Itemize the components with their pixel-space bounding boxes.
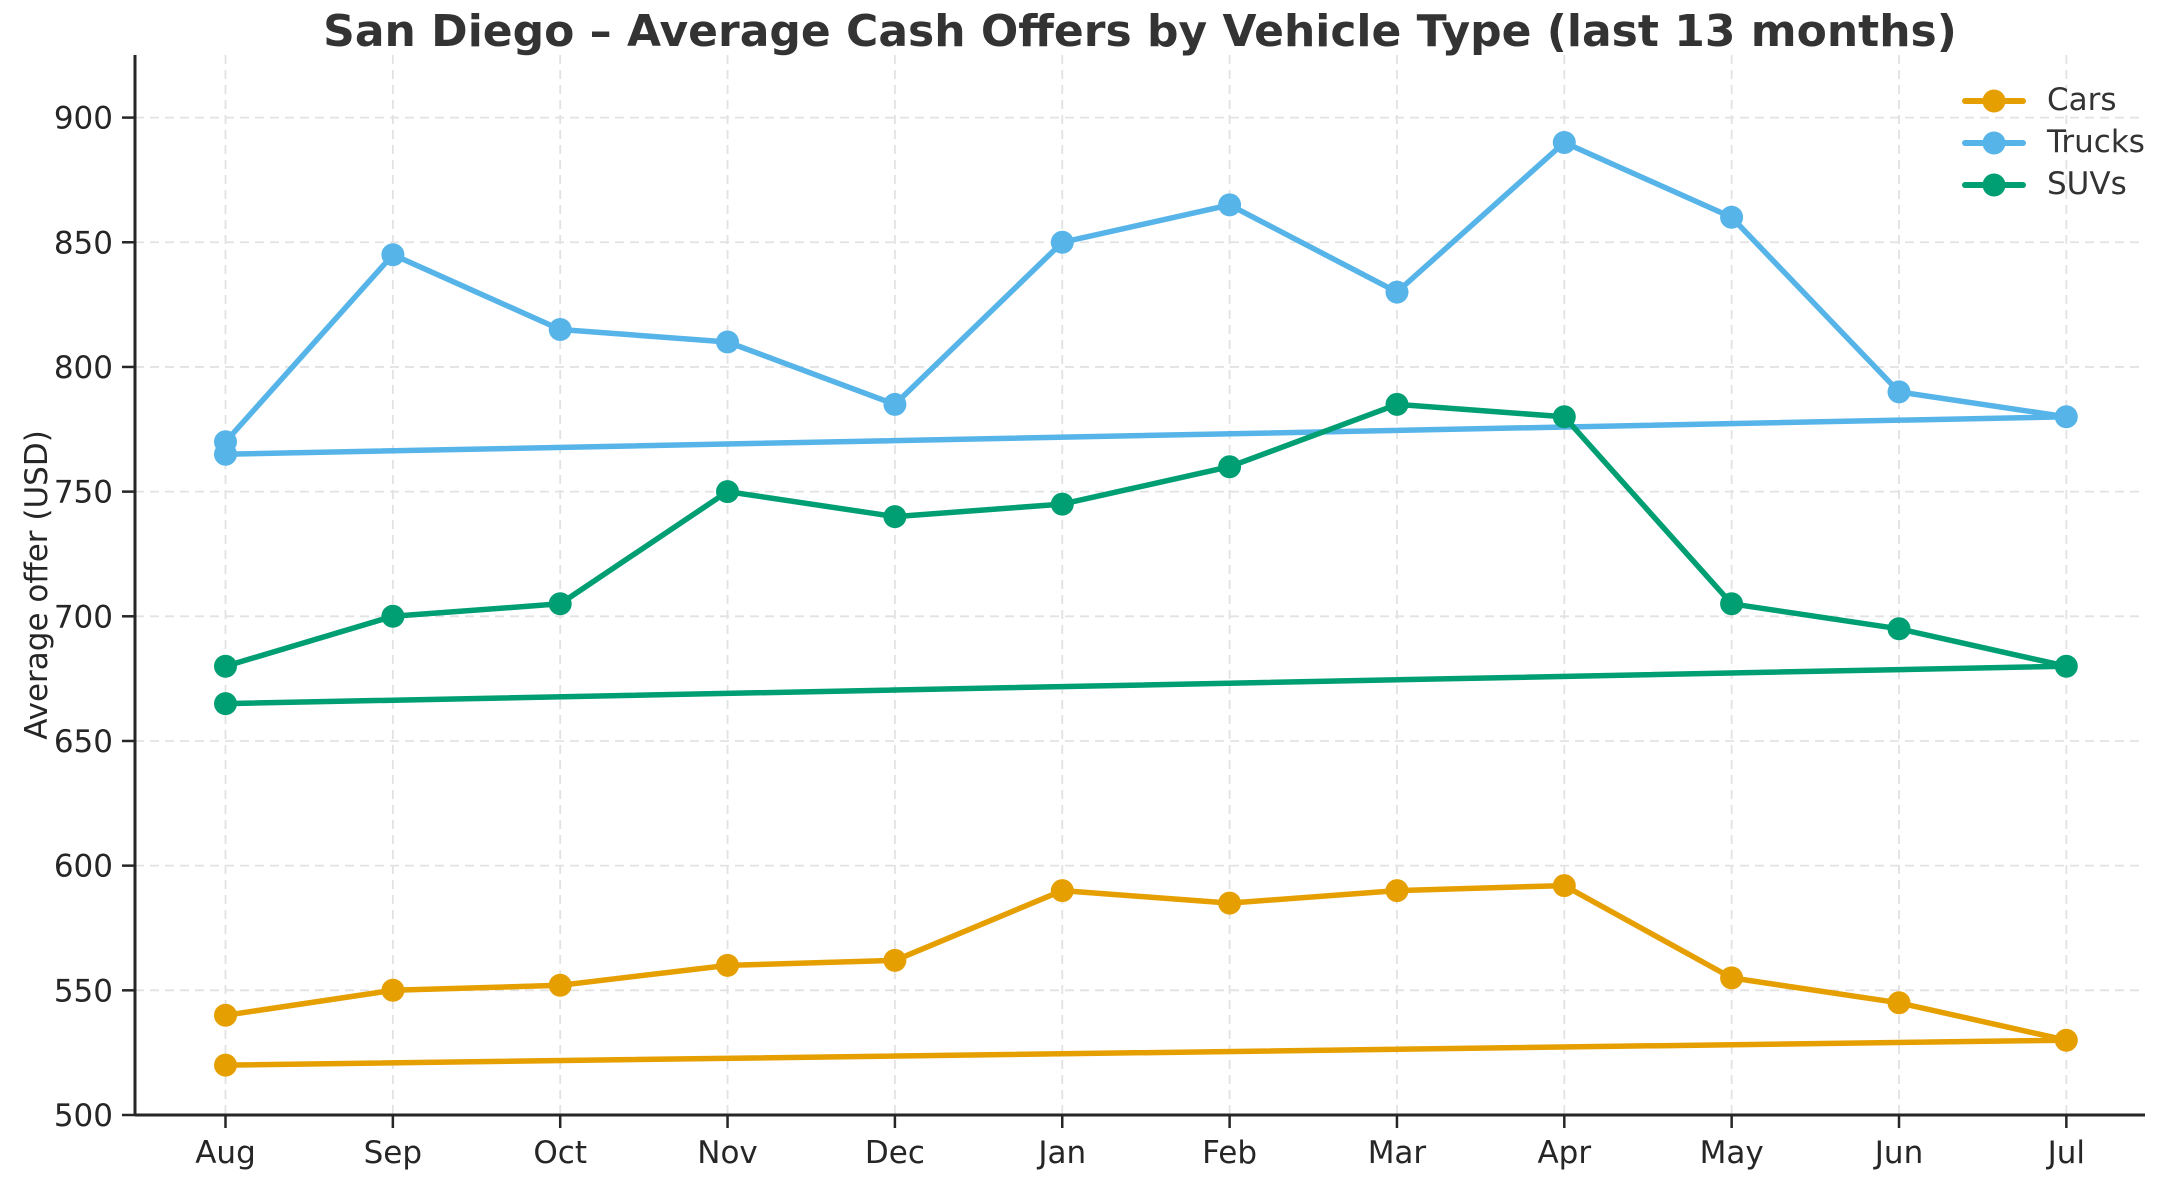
x-tick-label: Mar [1368, 1135, 1427, 1171]
data-point-marker [1218, 193, 1242, 217]
data-point-marker [1720, 592, 1744, 616]
data-point-marker [2054, 405, 2078, 429]
legend-item-suvs: SUVs [1962, 168, 2145, 201]
legend-label: Trucks [2047, 124, 2145, 160]
data-point-marker [214, 1003, 237, 1027]
legend-label: Cars [2047, 82, 2117, 118]
data-point-marker [1385, 879, 1409, 903]
x-tick-label: Dec [865, 1135, 925, 1171]
data-point-marker [716, 480, 739, 504]
data-point-marker [716, 953, 739, 977]
x-tick-label: Sep [364, 1135, 422, 1171]
y-tick-label: 550 [54, 973, 113, 1009]
data-point-marker [1552, 131, 1576, 154]
data-point-marker [1050, 492, 1074, 516]
data-point-marker [1385, 280, 1409, 304]
legend-item-cars: Cars [1962, 84, 2145, 117]
y-tick-label: 750 [54, 475, 113, 511]
data-point-marker [1720, 205, 1744, 229]
y-tick-label: 500 [54, 1098, 113, 1134]
suvs-line-swatch [1962, 173, 2026, 196]
trucks-line-swatch [1962, 131, 2026, 154]
data-point-marker [214, 442, 237, 466]
data-point-marker [1218, 455, 1242, 479]
data-point-marker [214, 692, 237, 716]
data-point-marker [1887, 991, 1911, 1015]
data-point-marker [1218, 891, 1242, 915]
trucks-marker-icon [1982, 131, 2006, 154]
y-tick-label: 650 [54, 724, 113, 760]
x-tick-label: May [1700, 1135, 1764, 1171]
y-tick-label: 600 [54, 849, 113, 885]
x-tick-label: Apr [1537, 1135, 1591, 1171]
y-tick-label: 900 [54, 101, 113, 137]
cars-marker-icon [1982, 89, 2006, 112]
data-point-marker [1385, 392, 1409, 416]
data-point-marker [883, 948, 907, 972]
x-tick-label: Jul [2046, 1135, 2085, 1171]
data-point-marker [548, 973, 572, 997]
data-point-marker [2054, 654, 2078, 678]
series-line-trucks [222, 139, 2070, 457]
data-point-marker [2054, 1028, 2078, 1052]
x-tick-label: Jan [1036, 1135, 1086, 1171]
data-point-marker [1887, 380, 1911, 404]
data-point-marker [548, 318, 572, 341]
x-tick-label: Oct [533, 1135, 587, 1171]
x-tick-label: Feb [1202, 1135, 1257, 1171]
legend-item-trucks: Trucks [1962, 126, 2145, 159]
data-point-marker [214, 654, 237, 678]
x-tick-label: Jun [1873, 1135, 1923, 1171]
data-point-marker [716, 330, 739, 354]
data-point-marker [1552, 874, 1576, 898]
legend-label: SUVs [2047, 166, 2127, 202]
data-point-marker [548, 592, 572, 616]
y-tick-label: 700 [54, 599, 113, 635]
data-point-marker [1887, 617, 1911, 641]
series-line-cars [222, 882, 2070, 1068]
data-point-marker [1720, 966, 1744, 990]
data-point-marker [1050, 230, 1074, 254]
legend: Cars Trucks SUVs [1962, 84, 2145, 201]
data-point-marker [381, 604, 405, 628]
data-point-marker [1552, 405, 1576, 429]
chart-title: San Diego – Average Cash Offers by Vehic… [323, 6, 1957, 57]
data-point-marker [883, 392, 907, 416]
data-point-marker [381, 243, 405, 267]
data-point-marker [214, 1053, 237, 1077]
suvs-marker-icon [1982, 173, 2006, 196]
data-point-marker [1050, 879, 1074, 903]
cars-line-swatch [1962, 89, 2026, 112]
x-tick-label: Nov [697, 1135, 758, 1171]
y-tick-label: 800 [54, 350, 113, 386]
y-tick-label: 850 [54, 225, 113, 261]
data-point-marker [381, 978, 405, 1002]
x-tick-label: Aug [195, 1135, 256, 1171]
data-point-marker [883, 505, 907, 529]
